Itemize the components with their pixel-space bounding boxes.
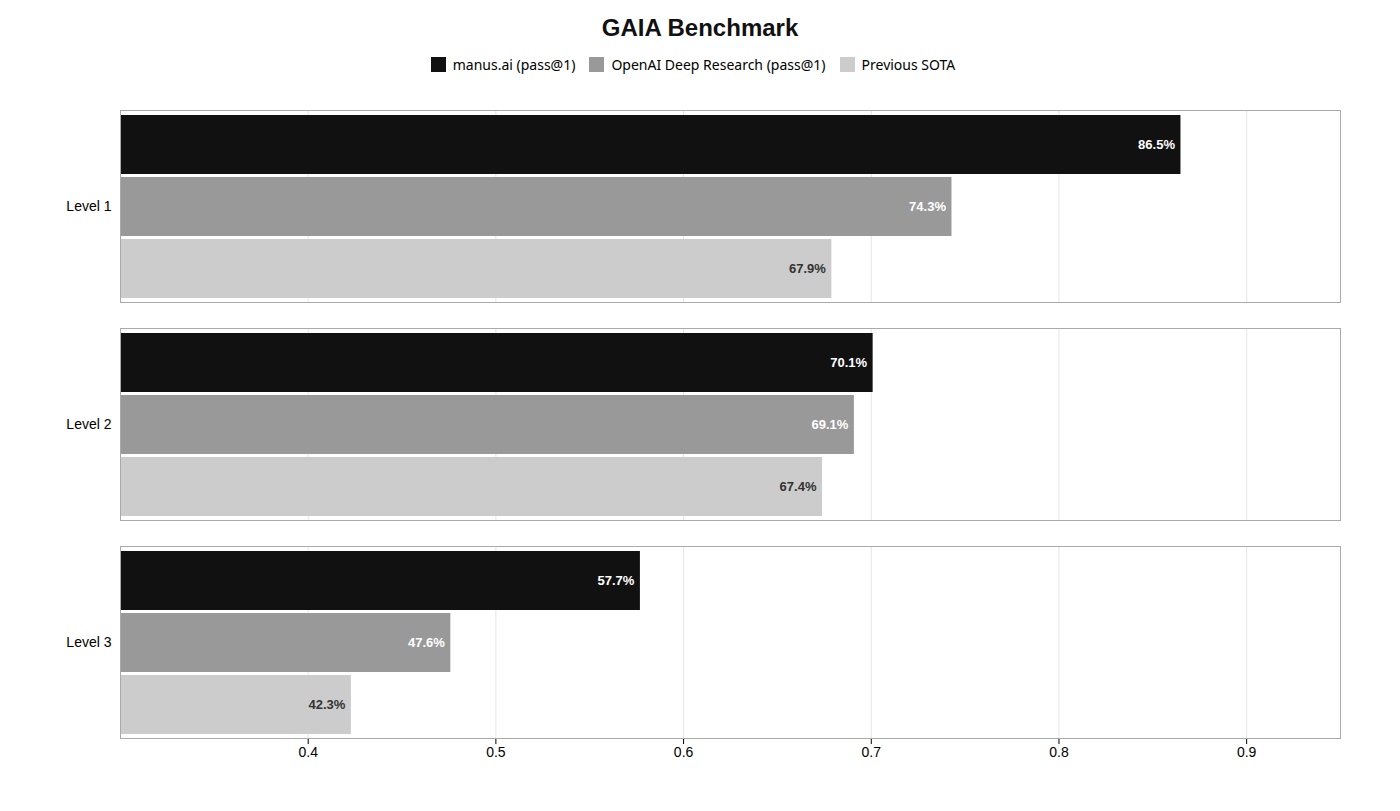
svg-text:70.1%: 70.1%: [830, 355, 867, 370]
svg-text:0.9: 0.9: [1237, 744, 1257, 760]
svg-text:67.9%: 67.9%: [789, 261, 826, 276]
svg-text:Level 2: Level 2: [66, 416, 111, 432]
svg-text:0.5: 0.5: [486, 744, 506, 760]
svg-text:Level 3: Level 3: [66, 634, 111, 650]
svg-text:0.8: 0.8: [1049, 744, 1069, 760]
svg-text:0.6: 0.6: [674, 744, 694, 760]
html-text:GAIA Benchmark: GAIA Benchmark: [601, 14, 799, 41]
svg-text:86.5%: 86.5%: [1138, 137, 1175, 152]
svg-text:74.3%: 74.3%: [909, 199, 946, 214]
svg-text:0.4: 0.4: [298, 744, 318, 760]
svg-text:69.1%: 69.1%: [812, 417, 849, 432]
svg-text:42.3%: 42.3%: [308, 697, 345, 712]
svg-text:67.4%: 67.4%: [780, 479, 817, 494]
svg-text:Level 1: Level 1: [66, 198, 111, 214]
svg-text:47.6%: 47.6%: [408, 635, 445, 650]
html-text:OpenAI Deep Research (pass@1): OpenAI Deep Research (pass@1): [611, 55, 826, 74]
svg-text:57.7%: 57.7%: [598, 573, 635, 588]
html-text:Previous SOTA: Previous SOTA: [861, 55, 956, 74]
html-text:manus.ai (pass@1): manus.ai (pass@1): [452, 55, 576, 74]
svg-text:0.7: 0.7: [862, 744, 882, 760]
